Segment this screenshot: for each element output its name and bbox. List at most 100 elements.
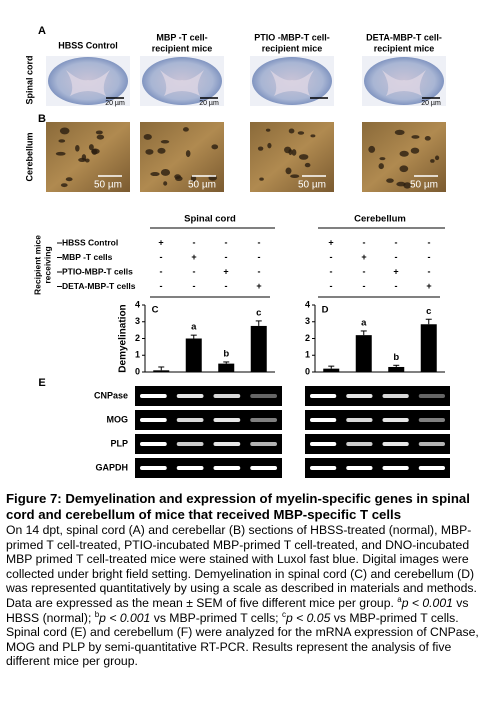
cell (265, 128, 271, 132)
cell (304, 162, 311, 168)
y-tick-label: 0 (135, 366, 140, 376)
design-sign: + (328, 237, 333, 247)
cell (399, 165, 409, 173)
cell (84, 158, 90, 163)
design-sign: - (225, 252, 228, 262)
y-tick-label: 1 (305, 350, 310, 360)
row-label: Cerebellum (24, 132, 34, 181)
band (418, 442, 445, 446)
column-label: recipient mice (152, 43, 213, 53)
design-sign: - (225, 281, 228, 291)
design-sign: - (193, 266, 196, 276)
cell (310, 134, 316, 138)
caption-run: vs MBP-primed T cells. Spinal cord (E) a… (6, 610, 479, 669)
image-cerebellum (362, 122, 446, 192)
band (382, 418, 409, 422)
cell (396, 181, 406, 187)
scale-bar-label: 20 µm (105, 100, 125, 107)
bar (250, 325, 267, 372)
design-label: receiving (42, 246, 52, 283)
scale-bar-label: 50 µm (188, 180, 216, 191)
y-tick-label: 1 (135, 350, 140, 360)
design-sign: + (256, 281, 261, 291)
image-cerebellum (46, 122, 130, 192)
cell (95, 130, 103, 135)
column-label: DETA-MBP-T cell- (366, 32, 442, 42)
scale-bar-label: 50 µm (298, 180, 326, 191)
cell (143, 134, 152, 140)
band (213, 466, 241, 470)
band (346, 466, 373, 470)
design-sign: - (363, 266, 366, 276)
cell (378, 163, 384, 170)
design-sign: - (258, 252, 261, 262)
cell (96, 134, 105, 140)
design-sign: - (363, 237, 366, 247)
bar-label: b (223, 348, 229, 359)
design-sign: - (160, 252, 163, 262)
design-sign: + (426, 281, 431, 291)
gel (305, 386, 450, 406)
design-sign: - (330, 266, 333, 276)
gel (135, 434, 282, 454)
cell (267, 142, 272, 149)
band (418, 394, 445, 398)
cell (190, 175, 197, 182)
y-tick-label: 0 (305, 366, 310, 376)
cell (291, 149, 297, 156)
bar-label: c (426, 306, 431, 317)
design-sign: - (193, 281, 196, 291)
image-cerebellum (250, 122, 334, 192)
cell (185, 150, 191, 158)
caption-run: p < 0.001 (99, 610, 151, 625)
cell (175, 176, 183, 182)
gel-label: MOG (107, 414, 129, 424)
caption-body: On 14 dpt, spinal cord (A) and cerebella… (6, 523, 494, 669)
caption-run: vs HBSS (normal); (6, 595, 469, 625)
cell (410, 147, 420, 154)
design-label: Recipient mice (32, 235, 42, 295)
band (176, 466, 204, 470)
panel-letter: B (38, 113, 46, 125)
design-sign: - (395, 237, 398, 247)
caption-run: b (94, 609, 100, 619)
design-sign: - (193, 237, 196, 247)
gel (305, 434, 450, 454)
design-sign: - (428, 237, 431, 247)
cell (58, 139, 66, 143)
scale-bar-label: 50 µm (410, 180, 438, 191)
cell (91, 148, 100, 155)
section-header: Spinal cord (184, 214, 236, 225)
band (140, 466, 167, 470)
cell (182, 127, 189, 132)
band (310, 394, 337, 398)
band (418, 466, 445, 470)
band (310, 418, 337, 422)
cell (379, 157, 386, 161)
band (176, 442, 204, 446)
band (346, 394, 373, 398)
cell (368, 145, 376, 153)
cell (284, 146, 292, 154)
y-tick-label: 3 (305, 316, 310, 326)
caption-run: a (397, 594, 402, 604)
bar-label: b (393, 352, 399, 363)
caption-run: p < 0.001 (401, 595, 453, 610)
gel (305, 410, 450, 430)
y-tick-label: 3 (135, 316, 140, 326)
bar (388, 366, 405, 372)
band (176, 418, 204, 422)
design-sign: + (393, 266, 398, 276)
y-axis-label: Demyelination (118, 304, 129, 372)
band (310, 466, 337, 470)
cell (297, 131, 305, 135)
cell (298, 154, 309, 160)
design-sign: - (363, 281, 366, 291)
cell (211, 144, 219, 150)
band (346, 418, 373, 422)
cell (78, 157, 87, 162)
cell (257, 146, 264, 151)
caption-title: Figure 7: Demyelination and expression o… (6, 491, 470, 522)
band (310, 442, 337, 446)
design-sign: - (395, 252, 398, 262)
